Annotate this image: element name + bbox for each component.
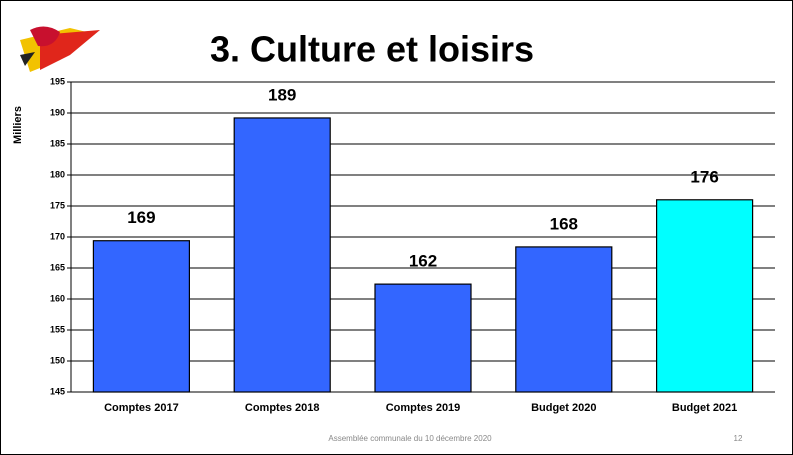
x-tick-label: Comptes 2019 bbox=[386, 402, 461, 414]
y-tick-label: 170 bbox=[50, 231, 65, 241]
y-tick-label: 175 bbox=[50, 200, 65, 210]
x-tick-label: Budget 2020 bbox=[531, 402, 596, 414]
bar bbox=[655, 199, 754, 393]
bar bbox=[515, 246, 613, 393]
logo bbox=[20, 26, 100, 72]
bar bbox=[233, 117, 331, 393]
y-tick-label: 190 bbox=[50, 107, 65, 117]
y-tick-label: 185 bbox=[50, 138, 65, 148]
x-tick-label: Comptes 2018 bbox=[245, 402, 320, 414]
y-tick-label: 195 bbox=[50, 76, 65, 86]
value-label: 168 bbox=[550, 214, 578, 233]
value-label: 169 bbox=[127, 208, 155, 227]
y-tick-label: 160 bbox=[50, 293, 65, 303]
y-tick-label: 155 bbox=[50, 324, 65, 334]
chart-title: 3. Culture et loisirs bbox=[210, 29, 534, 70]
value-label: 162 bbox=[409, 252, 437, 271]
bar bbox=[92, 240, 191, 393]
y-axis-label: Milliers bbox=[12, 106, 24, 144]
y-tick-label: 180 bbox=[50, 169, 65, 179]
x-tick-label: Budget 2021 bbox=[672, 402, 737, 414]
page-number: 12 bbox=[734, 434, 743, 443]
y-tick-label: 150 bbox=[50, 355, 65, 365]
value-label: 176 bbox=[690, 167, 718, 186]
footer: Assemblée communale du 10 décembre 2020 bbox=[328, 434, 492, 443]
x-tick-label: Comptes 2017 bbox=[104, 402, 179, 414]
bar bbox=[374, 283, 472, 393]
y-tick-label: 145 bbox=[50, 386, 65, 396]
y-tick-label: 165 bbox=[50, 262, 65, 272]
value-label: 189 bbox=[268, 85, 296, 104]
